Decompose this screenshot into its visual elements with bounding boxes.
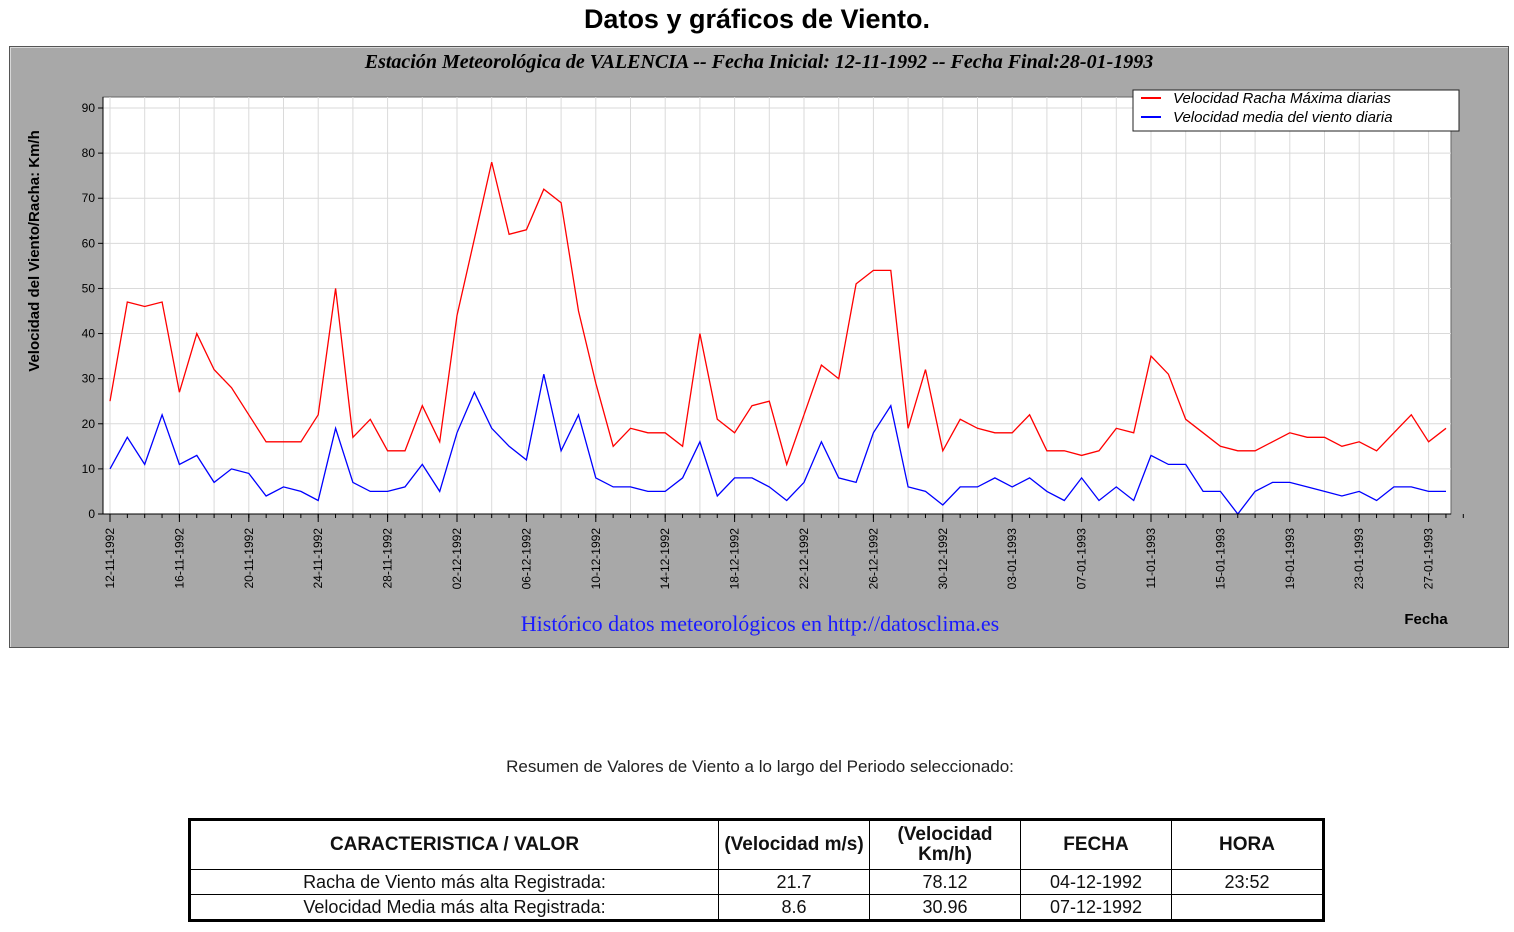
row-media-kmh: 30.96 bbox=[869, 894, 1021, 921]
x-tick-label: 15-01-1993 bbox=[1213, 528, 1227, 590]
x-tick-label: 19-01-1993 bbox=[1283, 528, 1297, 590]
x-tick-label: 03-01-1993 bbox=[1005, 528, 1019, 590]
summary-header-row: CARACTERISTICA / VALOR (Velocidad m/s) (… bbox=[189, 819, 1324, 870]
x-tick-label: 16-11-1992 bbox=[172, 528, 186, 589]
y-tick-label: 30 bbox=[82, 372, 96, 386]
x-tick-label: 23-01-1993 bbox=[1352, 528, 1366, 590]
header-hora: HORA bbox=[1171, 819, 1324, 870]
legend: Velocidad Racha Máxima diarias Velocidad… bbox=[1132, 89, 1460, 132]
row-media-hora bbox=[1171, 894, 1324, 921]
summary-caption: Resumen de Valores de Viento a lo largo … bbox=[506, 757, 1014, 776]
header-caracteristica: CARACTERISTICA / VALOR bbox=[189, 819, 719, 870]
row-racha-ms: 21.7 bbox=[718, 869, 870, 895]
chart-frame: Estación Meteorológica de VALENCIA -- Fe… bbox=[9, 46, 1509, 648]
y-tick-label: 80 bbox=[82, 146, 96, 160]
y-tick-label: 70 bbox=[82, 191, 96, 205]
x-tick-label: 06-12-1992 bbox=[519, 528, 533, 590]
row-media-label: Velocidad Media más alta Registrada: bbox=[189, 894, 719, 921]
summary-table: CARACTERISTICA / VALOR (Velocidad m/s) (… bbox=[188, 818, 1325, 922]
row-media-fecha: 07-12-1992 bbox=[1020, 894, 1172, 921]
table-row: Velocidad Media más alta Registrada: 8.6… bbox=[189, 894, 1324, 921]
legend-label-media: Velocidad media del viento diaria bbox=[1173, 109, 1393, 126]
header-velocidad-ms: (Velocidad m/s) bbox=[718, 819, 870, 870]
x-tick-label: 28-11-1992 bbox=[381, 528, 395, 589]
x-tick-label: 12-11-1992 bbox=[103, 528, 117, 589]
y-tick-label: 40 bbox=[82, 327, 96, 341]
chart-title: Estación Meteorológica de VALENCIA -- Fe… bbox=[364, 51, 1154, 73]
y-tick-label: 60 bbox=[82, 236, 96, 250]
legend-label-racha: Velocidad Racha Máxima diarias bbox=[1173, 90, 1391, 107]
x-tick-label: 22-12-1992 bbox=[797, 528, 811, 590]
x-axis-title: Fecha bbox=[1404, 611, 1448, 628]
y-tick-label: 10 bbox=[82, 462, 96, 476]
y-tick-label: 50 bbox=[82, 281, 96, 295]
x-tick-label: 10-12-1992 bbox=[589, 528, 603, 590]
y-axis: 0 10 20 30 40 50 60 70 80 90 bbox=[82, 97, 104, 521]
page-title: Datos y gráficos de Viento. bbox=[583, 4, 931, 34]
row-racha-fecha: 04-12-1992 bbox=[1020, 869, 1172, 895]
series-layer bbox=[109, 161, 1447, 516]
header-velocidad-kmh: (Velocidad Km/h) bbox=[869, 819, 1021, 870]
row-racha-label: Racha de Viento más alta Registrada: bbox=[189, 869, 719, 895]
x-tick-label: 11-01-1993 bbox=[1144, 528, 1158, 589]
x-tick-label: 26-12-1992 bbox=[866, 528, 880, 590]
y-tick-label: 0 bbox=[88, 507, 95, 521]
series-line-media bbox=[109, 374, 1446, 516]
header-fecha: FECHA bbox=[1020, 819, 1172, 870]
x-tick-label: 30-12-1992 bbox=[936, 528, 950, 590]
plot-area bbox=[102, 96, 1452, 515]
x-tick-label: 02-12-1992 bbox=[450, 528, 464, 590]
x-tick-label: 07-01-1993 bbox=[1075, 528, 1089, 590]
x-tick-label: 14-12-1992 bbox=[658, 528, 672, 590]
x-tick-label: 24-11-1992 bbox=[311, 528, 325, 589]
row-racha-kmh: 78.12 bbox=[869, 869, 1021, 895]
x-tick-label: 18-12-1992 bbox=[728, 528, 742, 590]
row-media-ms: 8.6 bbox=[718, 894, 870, 921]
series-line-racha bbox=[109, 161, 1447, 467]
y-tick-label: 20 bbox=[82, 417, 96, 431]
grid bbox=[103, 97, 1451, 515]
table-row: Racha de Viento más alta Registrada: 21.… bbox=[189, 869, 1324, 895]
row-racha-hora: 23:52 bbox=[1171, 869, 1324, 895]
wind-chart: Estación Meteorológica de VALENCIA -- Fe… bbox=[26, 51, 1464, 636]
x-tick-label: 27-01-1993 bbox=[1422, 528, 1436, 590]
datosclima-link[interactable]: Histórico datos meteorológicos en http:/… bbox=[521, 611, 999, 636]
y-axis-title: Velocidad del Viento/Racha: Km/h bbox=[26, 130, 43, 371]
x-axis: 12-11-1992 16-11-1992 20-11-1992 24-11-1992… bbox=[103, 513, 1464, 590]
legend-box bbox=[1132, 89, 1460, 132]
x-tick-label: 20-11-1992 bbox=[242, 528, 256, 589]
y-tick-label: 90 bbox=[82, 101, 96, 115]
